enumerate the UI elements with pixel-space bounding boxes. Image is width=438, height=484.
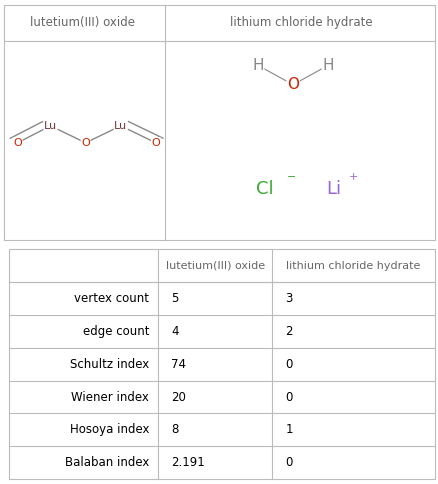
Text: Cl: Cl	[255, 180, 273, 198]
Text: Li: Li	[325, 180, 340, 198]
Text: Lu: Lu	[44, 121, 57, 131]
Text: lithium chloride hydrate: lithium chloride hydrate	[230, 16, 372, 30]
Text: lithium chloride hydrate: lithium chloride hydrate	[286, 261, 420, 271]
Text: O: O	[286, 77, 298, 92]
Text: H: H	[251, 58, 263, 73]
Text: 5: 5	[171, 292, 178, 305]
Text: +: +	[348, 172, 357, 182]
Text: Balaban index: Balaban index	[65, 456, 149, 469]
Text: O: O	[151, 138, 160, 148]
Text: Wiener index: Wiener index	[71, 391, 149, 404]
Text: 74: 74	[171, 358, 186, 371]
Text: −: −	[287, 172, 296, 182]
Text: 2.191: 2.191	[171, 456, 205, 469]
Text: 1: 1	[285, 424, 292, 437]
Text: Lu: Lu	[114, 121, 127, 131]
Text: 8: 8	[171, 424, 178, 437]
Text: O: O	[13, 138, 22, 148]
Text: 0: 0	[285, 456, 292, 469]
Text: 2: 2	[285, 325, 292, 338]
Text: Schultz index: Schultz index	[70, 358, 149, 371]
Text: 4: 4	[171, 325, 178, 338]
Text: 20: 20	[171, 391, 186, 404]
Text: edge count: edge count	[83, 325, 149, 338]
Text: 3: 3	[285, 292, 292, 305]
Text: Hosoya index: Hosoya index	[70, 424, 149, 437]
Text: 0: 0	[285, 358, 292, 371]
Text: 0: 0	[285, 391, 292, 404]
Text: H: H	[321, 58, 333, 73]
Text: lutetium(III) oxide: lutetium(III) oxide	[165, 261, 264, 271]
Text: O: O	[81, 138, 90, 148]
Text: vertex count: vertex count	[74, 292, 149, 305]
Text: lutetium(III) oxide: lutetium(III) oxide	[30, 16, 134, 30]
